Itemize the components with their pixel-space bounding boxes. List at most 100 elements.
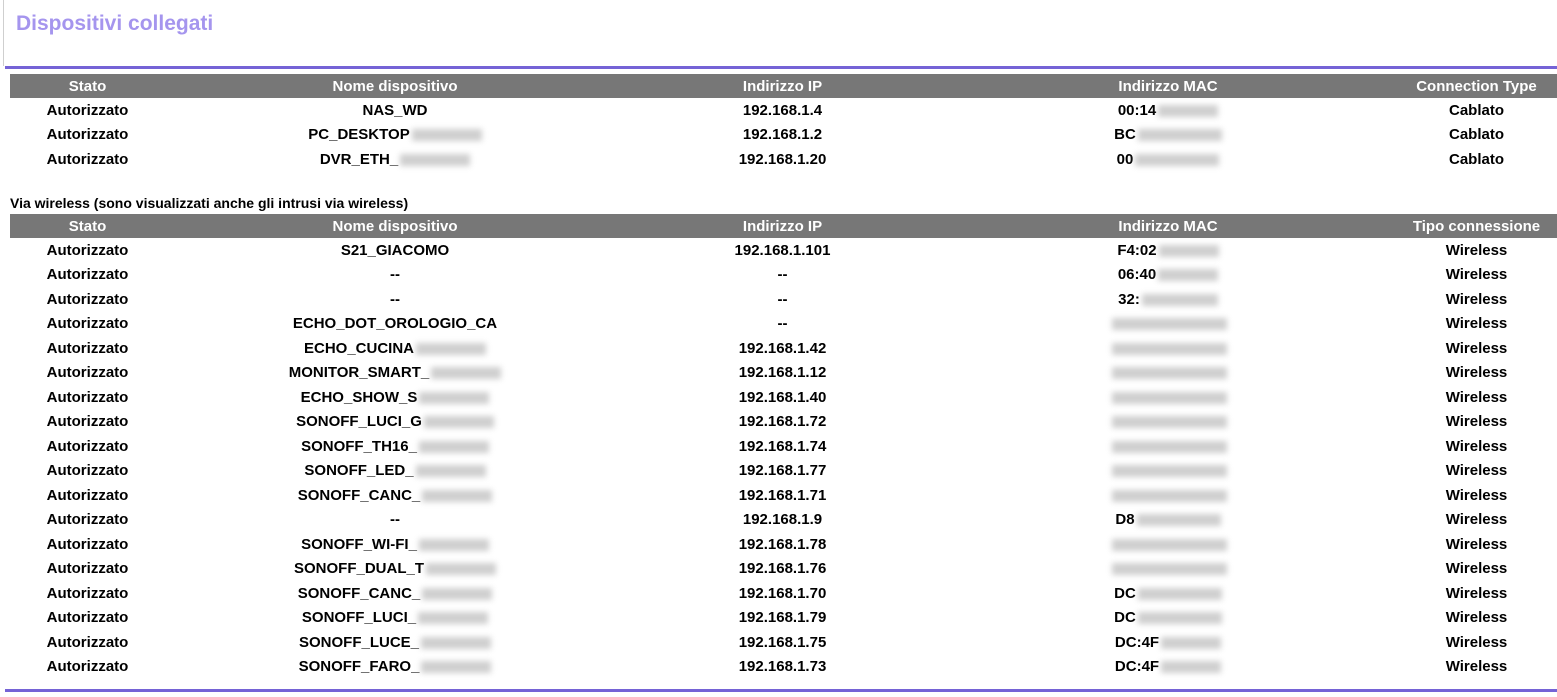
divider-top	[5, 66, 1557, 69]
cell-mac-address: DC:4F	[940, 655, 1396, 680]
redacted-blur	[1141, 293, 1218, 306]
ip-address-text: 192.168.1.72	[738, 413, 827, 431]
mac-address-text: 00:14	[1117, 101, 1157, 119]
ip-address-text: 192.168.1.20	[738, 150, 827, 168]
cell-mac-address: 06:40	[940, 263, 1396, 288]
device-name-text: MONITOR_SMART_	[288, 364, 430, 382]
redacted-blur	[1136, 514, 1221, 527]
cell-ip-address: 192.168.1.20	[625, 147, 940, 172]
status-text: Autorizzato	[46, 584, 129, 602]
redacted-blur	[423, 416, 494, 429]
page-title: Dispositivi collegati	[16, 12, 214, 35]
ip-address-text: 192.168.1.101	[734, 241, 831, 259]
cell-mac-address	[940, 459, 1396, 484]
cell-connection-type: Cablato	[1396, 98, 1557, 123]
status-text: Autorizzato	[46, 609, 129, 627]
cell-mac-address: 00:14	[940, 98, 1396, 123]
table-row: Autorizzato -- -- 06:40 Wireless	[10, 263, 1557, 288]
table-row: Autorizzato -- 192.168.1.9 D8 Wireless	[10, 508, 1557, 533]
mac-address-text: 00	[1116, 150, 1134, 168]
ip-address-text: 192.168.1.2	[742, 126, 823, 144]
cell-mac-address: F4:02	[940, 238, 1396, 263]
cell-device-name: SONOFF_FARO_	[165, 655, 625, 680]
cell-ip-address: 192.168.1.75	[625, 630, 940, 655]
ip-address-text: 192.168.1.42	[738, 339, 827, 357]
cell-ip-address: 192.168.1.77	[625, 459, 940, 484]
cell-device-name: SONOFF_CANC_	[165, 483, 625, 508]
connection-type-text: Wireless	[1445, 339, 1508, 357]
status-text: Autorizzato	[46, 462, 129, 480]
cell-mac-address	[940, 361, 1396, 386]
device-name-text: SONOFF_FARO_	[298, 658, 420, 676]
redacted-blur	[1111, 465, 1227, 478]
redacted-blur	[418, 612, 489, 625]
cell-device-name: SONOFF_TH16_	[165, 434, 625, 459]
table-row: Autorizzato SONOFF_CANC_ 192.168.1.71 Wirel…	[10, 483, 1557, 508]
cell-status: Autorizzato	[10, 483, 165, 508]
status-text: Autorizzato	[46, 658, 129, 676]
table-row: Autorizzato S21_GIACOMO 192.168.1.101 F4:02…	[10, 238, 1557, 263]
cell-status: Autorizzato	[10, 655, 165, 680]
cell-ip-address: 192.168.1.70	[625, 581, 940, 606]
cell-connection-type: Wireless	[1396, 385, 1557, 410]
cell-status: Autorizzato	[10, 410, 165, 435]
cell-status: Autorizzato	[10, 98, 165, 123]
redacted-blur	[1111, 538, 1227, 551]
connection-type-text: Wireless	[1445, 315, 1508, 333]
cell-status: Autorizzato	[10, 557, 165, 582]
cell-ip-address: 192.168.1.78	[625, 532, 940, 557]
cell-status: Autorizzato	[10, 606, 165, 631]
cell-device-name: ECHO_SHOW_S	[165, 385, 625, 410]
device-name-text: SONOFF_CANC_	[297, 486, 421, 504]
cell-status: Autorizzato	[10, 287, 165, 312]
cell-mac-address: DC:4F	[940, 630, 1396, 655]
ip-address-text: 192.168.1.40	[738, 388, 827, 406]
device-name-text: S21_GIACOMO	[340, 241, 450, 259]
cell-mac-address	[940, 385, 1396, 410]
redacted-blur	[1111, 367, 1227, 380]
redacted-blur	[422, 489, 493, 502]
cell-ip-address: 192.168.1.76	[625, 557, 940, 582]
mac-address-text: DC:4F	[1114, 658, 1160, 676]
table-row: Autorizzato SONOFF_CANC_ 192.168.1.70 DC Wir…	[10, 581, 1557, 606]
redacted-blur	[421, 636, 491, 649]
cell-mac-address	[940, 312, 1396, 337]
table-row: Autorizzato DVR_ETH_ 192.168.1.20 00 Cablato	[10, 147, 1557, 172]
cell-status: Autorizzato	[10, 336, 165, 361]
redacted-blur	[1111, 391, 1227, 404]
cell-device-name: PC_DESKTOP	[165, 123, 625, 148]
cell-device-name: SONOFF_WI-FI_	[165, 532, 625, 557]
column-header-device-name: Nome dispositivo	[165, 74, 625, 98]
column-header-mac-address: Indirizzo MAC	[940, 214, 1396, 238]
cell-mac-address	[940, 410, 1396, 435]
redacted-blur	[1111, 563, 1227, 576]
cell-connection-type: Wireless	[1396, 508, 1557, 533]
connection-type-text: Wireless	[1445, 413, 1508, 431]
redacted-blur	[419, 391, 490, 404]
cell-ip-address: --	[625, 287, 940, 312]
connection-type-text: Wireless	[1445, 266, 1508, 284]
device-name-text: SONOFF_LUCI_	[301, 609, 417, 627]
redacted-blur	[1158, 104, 1219, 117]
cell-connection-type: Cablato	[1396, 123, 1557, 148]
cell-mac-address: DC	[940, 606, 1396, 631]
column-header-connection-type: Tipo connessione	[1396, 214, 1557, 238]
ip-address-text: 192.168.1.4	[742, 101, 823, 119]
table-row: Autorizzato SONOFF_LUCI_G 192.168.1.72 Wire…	[10, 410, 1557, 435]
table-row: Autorizzato SONOFF_FARO_ 192.168.1.73 DC:4F…	[10, 655, 1557, 680]
status-text: Autorizzato	[46, 560, 129, 578]
redacted-blur	[418, 538, 489, 551]
redacted-blur	[400, 153, 471, 166]
redacted-blur	[418, 440, 489, 453]
cell-device-name: ECHO_CUCINA	[165, 336, 625, 361]
mac-address-text: BC	[1114, 126, 1136, 144]
device-name-text: SONOFF_CANC_	[297, 584, 421, 602]
status-text: Autorizzato	[46, 101, 129, 119]
status-text: Autorizzato	[46, 388, 129, 406]
device-name-text: SONOFF_WI-FI_	[301, 535, 417, 553]
connection-type-text: Wireless	[1445, 560, 1508, 578]
table-row: Autorizzato ECHO_DOT_OROLOGIO_CA -- Wireles…	[10, 312, 1557, 337]
connection-type-text: Wireless	[1445, 486, 1508, 504]
table-header: Stato Nome dispositivo Indirizzo IP Indiriz…	[10, 214, 1557, 238]
device-name-text: ECHO_SHOW_S	[300, 388, 418, 406]
